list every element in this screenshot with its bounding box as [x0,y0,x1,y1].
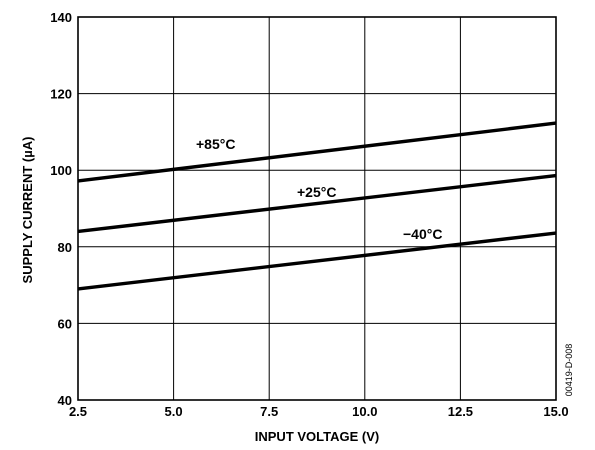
series-line-1 [77,173,557,234]
series-label-minus40: −40°C [403,226,442,242]
tick-labels: 2.5 5.0 7.5 10.0 12.5 15.0 40 60 80 100 120 140 [50,10,568,419]
series-line-0 [77,121,557,183]
x-tick-label: 2.5 [69,404,87,419]
x-axis-label: INPUT VOLTAGE (V) [255,429,379,444]
figure-id: 00419-D-008 [564,344,574,397]
y-tick-label: 40 [58,393,72,408]
series-lines [77,121,557,291]
x-tick-label: 15.0 [543,404,568,419]
y-tick-label: 100 [50,163,72,178]
plot-frame [77,16,557,401]
series-label-plus85: +85°C [196,136,235,152]
x-tick-label: 10.0 [352,404,377,419]
y-tick-label: 140 [50,10,72,25]
y-tick-label: 60 [58,316,72,331]
x-tick-label: 12.5 [448,404,473,419]
series-line-2 [77,231,557,291]
y-tick-label: 80 [58,240,72,255]
grid-lines [78,17,556,400]
x-tick-label: 5.0 [165,404,183,419]
x-tick-label: 7.5 [260,404,278,419]
y-tick-label: 120 [50,87,72,102]
y-axis-label: SUPPLY CURRENT (µA) [20,137,35,284]
series-label-plus25: +25°C [297,184,336,200]
